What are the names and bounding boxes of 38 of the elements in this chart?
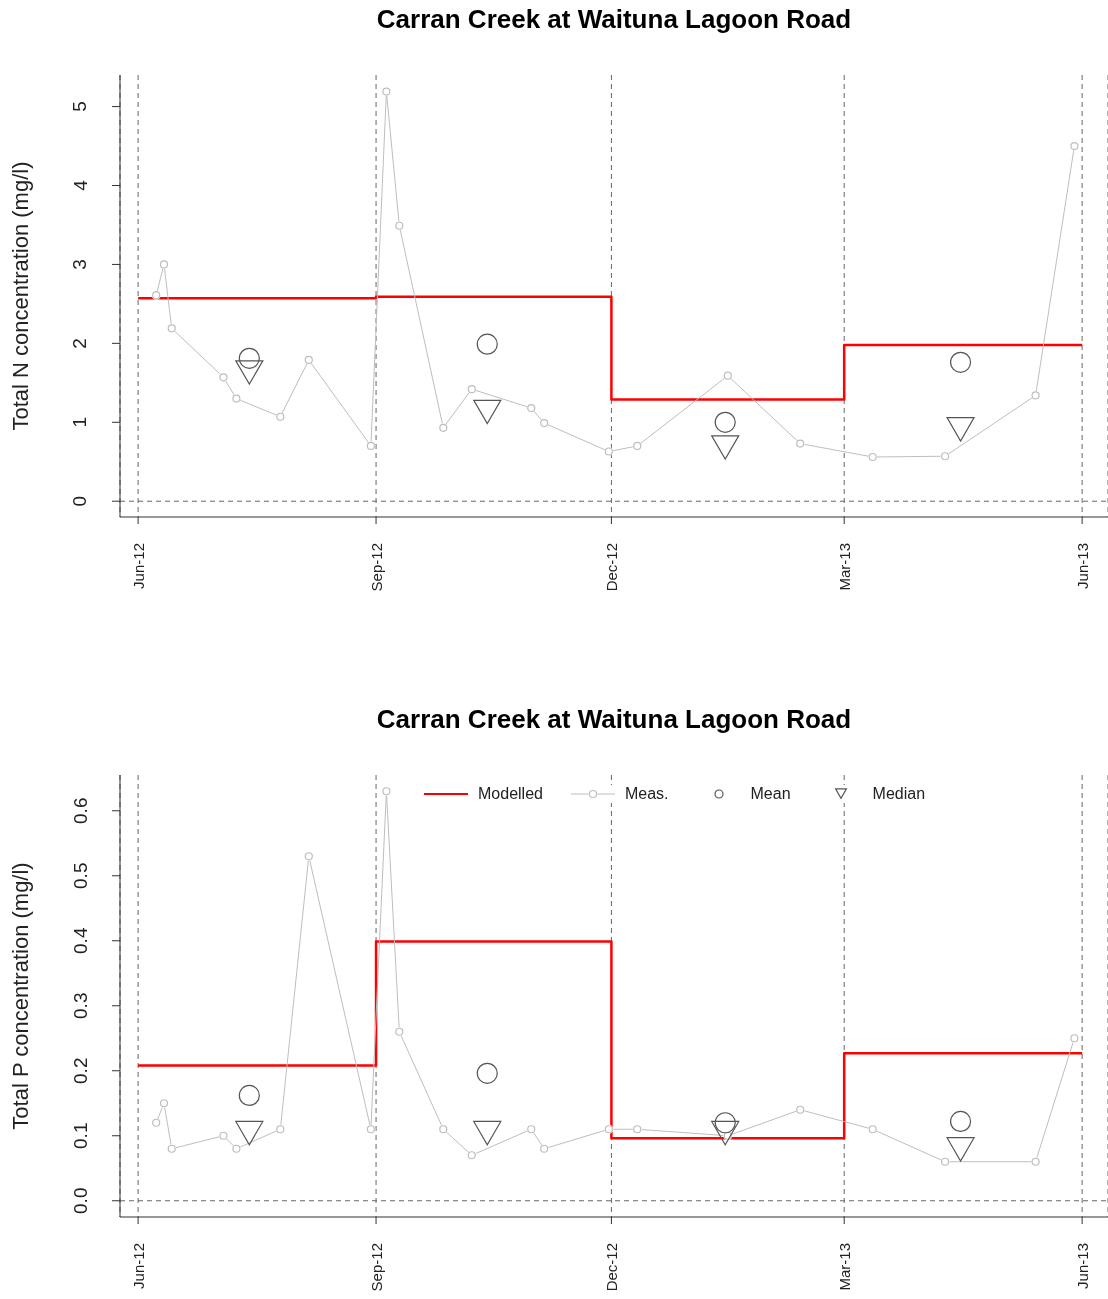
x-tick-label: Jun-13: [1073, 543, 1091, 589]
y-tick-label: 5: [69, 101, 91, 112]
legend-label: Meas.: [624, 785, 669, 803]
y-axis-title: Total P concentration (mg/l): [7, 862, 33, 1130]
y-tick-label: 0.3: [69, 992, 91, 1019]
point: [714, 411, 736, 433]
x-tick-label: Jun-12: [129, 1243, 147, 1289]
chart-title: Carran Creek at Waituna Lagoon Road: [375, 704, 853, 735]
x-tick-label: Dec-12: [602, 543, 620, 592]
y-tick-label: 0.4: [69, 927, 91, 954]
legend-label: Modelled: [478, 785, 543, 803]
y-tick-label: 0.5: [69, 862, 91, 889]
point: [476, 1062, 498, 1084]
y-tick-label: 0: [69, 495, 91, 507]
x-tick-label: Sep-12: [367, 1243, 385, 1292]
y-tick-label: 0.2: [69, 1057, 91, 1084]
y-tick-label: 4: [69, 179, 91, 191]
x-tick-label: Dec-12: [602, 1243, 620, 1292]
y-tick-label: 0.1: [69, 1122, 91, 1149]
y-axis-title: Total N concentration (mg/l): [7, 161, 33, 431]
point: [238, 1084, 260, 1107]
point: [949, 351, 972, 373]
point: [476, 333, 498, 355]
y-tick-label: 2: [69, 338, 91, 349]
point: [949, 1110, 972, 1133]
point: [238, 347, 260, 369]
chart-title: Carran Creek at Waituna Lagoon Road: [375, 4, 853, 35]
y-tick-label: 3: [69, 259, 91, 270]
y-tick-label: 0.6: [69, 797, 91, 824]
x-tick-label: Mar-13: [835, 543, 853, 591]
x-tick-label: Mar-13: [835, 1243, 853, 1291]
y-tick-label: 1: [69, 417, 91, 428]
x-tick-label: Jun-12: [129, 543, 147, 589]
x-tick-label: Sep-12: [367, 543, 385, 592]
x-tick-label: Jun-13: [1073, 1243, 1091, 1289]
y-tick-label: 0.0: [69, 1187, 91, 1214]
legend-label: Mean: [750, 785, 791, 803]
legend-label: Median: [872, 785, 926, 803]
